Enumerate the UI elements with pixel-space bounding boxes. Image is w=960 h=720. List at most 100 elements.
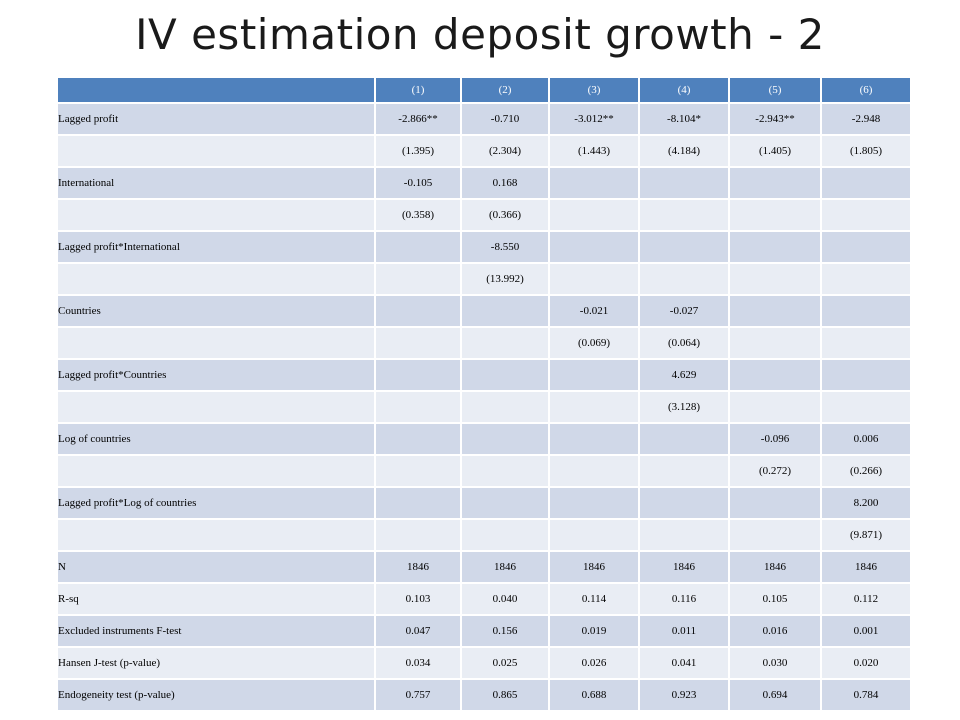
table-cell	[550, 360, 638, 390]
table-row: Lagged profit*Countries 4.629	[58, 360, 910, 390]
table-cell: (4.184)	[640, 136, 728, 166]
table-cell	[462, 488, 548, 518]
table-cell: 0.019	[550, 616, 638, 646]
table-row: (1.395) (2.304) (1.443) (4.184) (1.405) (1.80…	[58, 136, 910, 166]
header-cell: (5)	[730, 78, 820, 102]
row-label: R-sq	[58, 584, 374, 614]
table-cell	[822, 296, 910, 326]
table-row: International -0.105 0.168	[58, 168, 910, 198]
row-label	[58, 456, 374, 486]
table-cell	[462, 296, 548, 326]
table-cell	[462, 520, 548, 550]
row-label: Log of countries	[58, 424, 374, 454]
table-cell: -2.866**	[376, 104, 460, 134]
table-cell: -2.948	[822, 104, 910, 134]
slide-title: IV estimation deposit growth - 2	[135, 10, 825, 59]
table-row: (13.992)	[58, 264, 910, 294]
table-row: Lagged profit -2.866** -0.710 -3.012** -8.10…	[58, 104, 910, 134]
table-cell	[640, 264, 728, 294]
table-cell: (1.395)	[376, 136, 460, 166]
table-row: (3.128)	[58, 392, 910, 422]
row-label	[58, 264, 374, 294]
table-cell: 0.041	[640, 648, 728, 678]
table-cell	[640, 168, 728, 198]
table-cell: -8.104*	[640, 104, 728, 134]
row-label: Lagged profit*Countries	[58, 360, 374, 390]
table-cell	[462, 392, 548, 422]
table-cell: 0.103	[376, 584, 460, 614]
table-cell	[550, 520, 638, 550]
table-cell: 0.688	[550, 680, 638, 710]
row-label: Lagged profit*International	[58, 232, 374, 262]
table-cell	[730, 168, 820, 198]
table-cell: 1846	[376, 552, 460, 582]
table-cell	[822, 168, 910, 198]
table-cell: (3.128)	[640, 392, 728, 422]
table-cell	[640, 520, 728, 550]
table-cell: 0.923	[640, 680, 728, 710]
table-cell	[462, 360, 548, 390]
table-cell	[640, 232, 728, 262]
row-label: International	[58, 168, 374, 198]
table-cell	[462, 424, 548, 454]
table-cell: (2.304)	[462, 136, 548, 166]
table-cell: 0.156	[462, 616, 548, 646]
table-cell	[376, 392, 460, 422]
table-cell: (0.366)	[462, 200, 548, 230]
table-cell	[550, 264, 638, 294]
row-label: Hansen J-test (p-value)	[58, 648, 374, 678]
table-cell: 0.016	[730, 616, 820, 646]
table-cell: -2.943**	[730, 104, 820, 134]
row-label: N	[58, 552, 374, 582]
table-cell	[822, 328, 910, 358]
table-cell: 0.006	[822, 424, 910, 454]
table-cell: (0.358)	[376, 200, 460, 230]
table-row: Lagged profit*International -8.550	[58, 232, 910, 262]
table-cell	[730, 360, 820, 390]
table-cell: 0.001	[822, 616, 910, 646]
table-cell	[730, 392, 820, 422]
header-cell: (1)	[376, 78, 460, 102]
table-row: Hansen J-test (p-value) 0.034 0.025 0.026 0.…	[58, 648, 910, 678]
table-cell: 0.694	[730, 680, 820, 710]
table-cell	[730, 200, 820, 230]
table-cell	[550, 232, 638, 262]
header-cell: (2)	[462, 78, 548, 102]
table-row: (0.069) (0.064)	[58, 328, 910, 358]
table-cell: 0.040	[462, 584, 548, 614]
table-cell: 4.629	[640, 360, 728, 390]
table-cell: 1846	[822, 552, 910, 582]
table-cell: -0.021	[550, 296, 638, 326]
table-cell	[640, 424, 728, 454]
table-cell: 0.011	[640, 616, 728, 646]
row-label: Lagged profit	[58, 104, 374, 134]
table-cell	[730, 264, 820, 294]
table-cell	[640, 456, 728, 486]
table-cell	[376, 232, 460, 262]
table-cell	[822, 200, 910, 230]
table-cell	[730, 296, 820, 326]
table-row: (0.358) (0.366)	[58, 200, 910, 230]
table-cell: 8.200	[822, 488, 910, 518]
table-cell: 0.116	[640, 584, 728, 614]
row-label: Endogeneity test (p-value)	[58, 680, 374, 710]
table-cell	[376, 424, 460, 454]
table-cell: (0.266)	[822, 456, 910, 486]
table-cell: 0.114	[550, 584, 638, 614]
row-label	[58, 200, 374, 230]
table-cell: -0.105	[376, 168, 460, 198]
table-row: Endogeneity test (p-value) 0.757 0.865 0.68…	[58, 680, 910, 710]
table-cell	[822, 264, 910, 294]
table-cell: 0.784	[822, 680, 910, 710]
table-cell: (13.992)	[462, 264, 548, 294]
header-cell: (3)	[550, 78, 638, 102]
row-label	[58, 520, 374, 550]
table-cell: 0.168	[462, 168, 548, 198]
header-row: (1) (2) (3) (4) (5) (6)	[58, 78, 910, 102]
table-cell: (0.069)	[550, 328, 638, 358]
table-cell	[376, 328, 460, 358]
table-cell: (9.871)	[822, 520, 910, 550]
table-cell	[730, 232, 820, 262]
table-row: R-sq 0.103 0.040 0.114 0.116 0.105 0.112	[58, 584, 910, 614]
